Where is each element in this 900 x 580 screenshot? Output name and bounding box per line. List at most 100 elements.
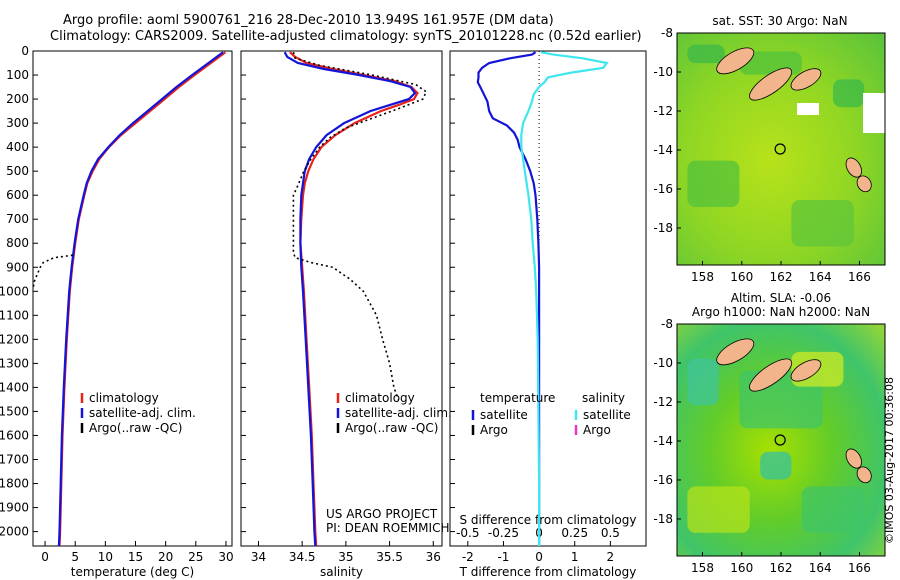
depth-tick-label: 300 [6, 116, 29, 130]
argo-position-marker [774, 434, 786, 446]
depth-tick-label: 1800 [0, 477, 29, 491]
plot-frame-temperature [32, 50, 233, 547]
x-tick-label: 35.5 [376, 550, 403, 564]
map-patch [687, 486, 750, 533]
legend-label: satellite [480, 408, 528, 422]
x-axis-label: salinity [320, 565, 363, 579]
legend-title: salinity [582, 391, 625, 405]
map-lat-label: -18 [653, 512, 673, 526]
map-panel-2 [676, 323, 886, 557]
map-patch [791, 200, 854, 247]
map-lon-label: 162 [770, 270, 793, 284]
legend-label: satellite [583, 408, 631, 422]
series-line-temperature [32, 254, 73, 290]
depth-tick-label: 1600 [0, 428, 29, 442]
x-tick-label: 15 [128, 550, 143, 564]
map-lat-label: -16 [653, 473, 673, 487]
depth-tick-label: 1400 [0, 380, 29, 394]
island-shape [749, 67, 793, 101]
map-lon-label: 166 [848, 561, 871, 575]
depth-tick-label: 0 [21, 44, 29, 58]
missing-data-patch [863, 93, 885, 133]
depth-tick-label: 1300 [0, 356, 29, 370]
x-tick-label: 34 [251, 550, 266, 564]
map-lat-label: -12 [653, 104, 673, 118]
x-tick-label: 30 [218, 550, 233, 564]
map-patch [687, 44, 725, 64]
map-lat-label: -18 [653, 221, 673, 235]
x-axis-label: T difference from climatology [459, 565, 637, 579]
map-lon-label: 166 [848, 270, 871, 284]
island-shape [790, 359, 822, 382]
x-tick-label: 34.5 [289, 550, 316, 564]
map-title: sat. SST: 30 Argo: NaN [712, 14, 847, 28]
map-panel-1 [676, 32, 886, 266]
depth-tick-label: 1500 [0, 404, 29, 418]
legend-label: satellite-adj. clim. [89, 406, 196, 420]
legend-title: temperature [480, 391, 555, 405]
series-line-salinity [283, 51, 417, 547]
figure-title-line1: Argo profile: aoml 5900761_216 28-Dec-20… [63, 13, 554, 28]
s-diff-tick-label: -0.5 [456, 526, 479, 540]
map-lat-label: -14 [653, 143, 673, 157]
x-tick-label: 2 [607, 550, 615, 564]
x-tick-label: 1 [571, 550, 579, 564]
depth-tick-label: 400 [6, 140, 29, 154]
s-diff-tick-label: 0.5 [601, 526, 620, 540]
legend-label: Argo(..raw -QC) [89, 421, 182, 435]
x-tick-label: 25 [188, 550, 203, 564]
plot-frame-difference [449, 50, 647, 547]
legend-label: satellite-adj. clim. [345, 406, 452, 420]
legend-label: climatology [345, 391, 415, 405]
island-shape [845, 448, 862, 469]
series-line-difference [476, 51, 541, 546]
island-shape [716, 47, 755, 75]
depth-tick-label: 1900 [0, 501, 29, 515]
depth-tick-label: 500 [6, 164, 29, 178]
depth-tick-label: 1700 [0, 452, 29, 466]
depth-tick-label: 800 [6, 236, 29, 250]
map-lon-label: 160 [730, 270, 753, 284]
island-shape [856, 466, 872, 484]
map-patch [801, 486, 865, 533]
map-lat-label: -10 [653, 356, 673, 370]
island-shape [749, 358, 793, 392]
map-patch [687, 358, 719, 406]
x-axis-label: temperature (deg C) [71, 565, 194, 579]
s-diff-tick-label: -0.25 [488, 526, 519, 540]
x-tick-label: 20 [158, 550, 173, 564]
figure-title-line2: Climatology: CARS2009. Satellite-adjuste… [50, 29, 642, 44]
x-tick-label: -1 [497, 550, 509, 564]
map-lat-label: -10 [653, 65, 673, 79]
depth-tick-label: 900 [6, 260, 29, 274]
map-lon-label: 158 [691, 561, 714, 575]
map-lon-label: 160 [730, 561, 753, 575]
project-label: US ARGO PROJECT [326, 507, 438, 521]
pi-label: PI: DEAN ROEMMICH [326, 521, 449, 535]
legend-label: Argo [480, 423, 508, 437]
argo-position-marker [774, 143, 786, 155]
island-shape [790, 68, 822, 91]
map-lat-label: -16 [653, 182, 673, 196]
map-subtitle: Argo h1000: NaN h2000: NaN [692, 305, 870, 319]
map-patch [833, 79, 865, 108]
legend-label: Argo(..raw -QC) [345, 421, 438, 435]
legend-label: Argo [583, 423, 611, 437]
plot-frame-salinity [240, 50, 443, 547]
map-lat-label: -8 [661, 26, 673, 40]
s-diff-tick-label: 0.25 [561, 526, 588, 540]
map-lat-label: -14 [653, 434, 673, 448]
series-line-salinity [289, 51, 419, 547]
series-line-temperature [58, 51, 227, 547]
depth-tick-label: 100 [6, 68, 29, 82]
x-tick-label: 10 [98, 550, 113, 564]
map-lon-label: 164 [809, 561, 832, 575]
legend-label: climatology [89, 391, 159, 405]
x-tick-label: 35 [338, 550, 353, 564]
map-lon-label: 164 [809, 270, 832, 284]
depth-tick-label: 600 [6, 188, 29, 202]
imos-stamp: ©IMOS 03-Aug-2017 00:36:08 [883, 377, 896, 544]
x-tick-label: 36 [426, 550, 441, 564]
map-lat-label: -12 [653, 395, 673, 409]
